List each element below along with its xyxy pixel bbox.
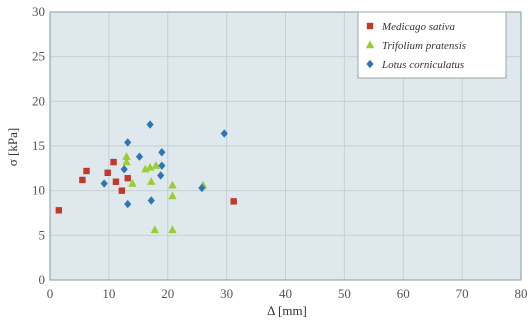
legend-label-medicago-sativa: Medicago sativa — [381, 21, 456, 33]
y-tick-label: 30 — [32, 4, 45, 19]
data-point-trifolium-pratensis — [168, 225, 177, 234]
legend-label-trifolium-pratensis: Trifolium pratensis — [382, 40, 466, 52]
data-point-trifolium-pratensis — [150, 225, 159, 234]
data-point-lotus-corniculatus — [124, 138, 132, 147]
x-tick-label: 0 — [47, 286, 54, 301]
data-point-lotus-corniculatus — [147, 196, 155, 205]
y-tick-label: 20 — [32, 93, 45, 108]
plot-border — [49, 11, 522, 281]
data-point-medicago-sativa — [83, 167, 90, 175]
data-point-medicago-sativa — [124, 174, 131, 182]
data-point-medicago-sativa — [112, 178, 120, 185]
x-tick-label: 50 — [338, 286, 351, 301]
legend-label-lotus-corniculatus: Lotus corniculatus — [381, 59, 464, 71]
data-point-medicago-sativa — [230, 198, 237, 205]
data-point-trifolium-pratensis — [168, 180, 177, 189]
data-point-trifolium-pratensis — [147, 177, 156, 185]
legend: Medicago sativa Trifolium pratensis Lotus … — [357, 11, 507, 79]
data-point-lotus-corniculatus — [198, 183, 206, 193]
legend-marker-lotus-corniculatus — [366, 59, 374, 69]
x-axis-ticks: 0 10 20 30 40 50 60 70 80 — [47, 286, 528, 301]
y-tick-label: 5 — [39, 227, 46, 242]
data-point-medicago-sativa — [118, 187, 126, 194]
data-point-lotus-corniculatus — [158, 148, 166, 157]
y-axis-ticks: 0 5 10 15 20 25 30 — [32, 4, 45, 287]
data-point-trifolium-pratensis — [151, 161, 161, 169]
data-point-lotus-corniculatus — [158, 161, 166, 170]
y-tick-label: 10 — [32, 183, 45, 198]
x-axis-title: Δ [mm] — [267, 303, 307, 318]
data-point-trifolium-pratensis — [168, 191, 177, 200]
y-tick-label: 25 — [32, 49, 45, 64]
data-point-lotus-corniculatus — [120, 165, 128, 174]
data-point-medicago-sativa — [55, 207, 63, 214]
legend-marker-trifolium-pratensis — [365, 40, 375, 49]
legend-marker-medicago-sativa — [366, 22, 374, 30]
data-point-lotus-corniculatus — [135, 152, 144, 161]
x-tick-label: 10 — [102, 286, 115, 301]
data-points — [55, 120, 237, 234]
grid-lines — [50, 12, 521, 280]
x-tick-label: 40 — [279, 286, 292, 301]
data-point-trifolium-pratensis — [122, 157, 131, 166]
data-point-lotus-corniculatus — [220, 129, 228, 138]
y-tick-label: 0 — [39, 272, 46, 287]
data-point-medicago-sativa — [110, 158, 117, 166]
data-point-trifolium-pratensis — [128, 178, 137, 187]
y-axis-title: σ [kPa] — [5, 128, 20, 166]
data-point-lotus-corniculatus — [157, 171, 165, 180]
x-tick-label: 80 — [515, 286, 528, 301]
data-point-lotus-corniculatus — [146, 120, 154, 129]
data-point-medicago-sativa — [79, 176, 86, 184]
legend-box — [357, 11, 507, 79]
data-point-lotus-corniculatus — [124, 199, 132, 209]
x-tick-label: 70 — [456, 286, 469, 301]
y-tick-label: 15 — [32, 138, 45, 153]
x-tick-label: 20 — [161, 286, 174, 301]
data-point-lotus-corniculatus — [100, 179, 108, 188]
x-tick-label: 30 — [220, 286, 233, 301]
data-point-medicago-sativa — [104, 169, 111, 176]
x-tick-label: 60 — [397, 286, 410, 301]
data-point-trifolium-pratensis — [122, 152, 131, 160]
